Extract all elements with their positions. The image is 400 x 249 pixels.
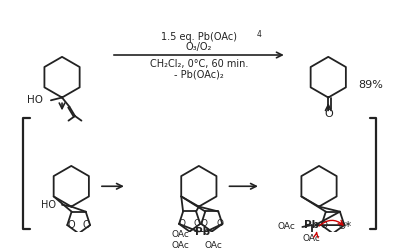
Text: OAc: OAc xyxy=(204,241,222,249)
Text: O: O xyxy=(216,219,223,228)
Text: 1.5 eq. Pb(OAc): 1.5 eq. Pb(OAc) xyxy=(161,32,237,42)
Text: Pb: Pb xyxy=(195,228,210,238)
Text: Pb: Pb xyxy=(304,220,319,230)
Text: O: O xyxy=(178,219,185,228)
Text: O: O xyxy=(321,221,328,230)
Text: 89%: 89% xyxy=(358,80,383,90)
Text: O: O xyxy=(325,109,334,119)
Text: O: O xyxy=(194,219,201,228)
Text: HO: HO xyxy=(27,95,43,105)
Text: OAc: OAc xyxy=(172,241,190,249)
Text: O₃/O₂: O₃/O₂ xyxy=(186,42,212,52)
Text: O: O xyxy=(82,220,90,230)
Text: HO: HO xyxy=(40,200,56,210)
Text: O: O xyxy=(200,219,208,228)
Text: 4: 4 xyxy=(257,30,262,39)
Text: - Pb(OAc)₂: - Pb(OAc)₂ xyxy=(174,69,224,79)
Text: O: O xyxy=(338,222,345,231)
Text: OAc: OAc xyxy=(172,230,190,239)
Text: CH₂Cl₂, 0°C, 60 min.: CH₂Cl₂, 0°C, 60 min. xyxy=(150,59,248,69)
Text: OAc: OAc xyxy=(303,234,320,243)
Text: OAc: OAc xyxy=(277,222,295,231)
Text: O: O xyxy=(67,220,75,230)
Text: *: * xyxy=(345,220,351,234)
